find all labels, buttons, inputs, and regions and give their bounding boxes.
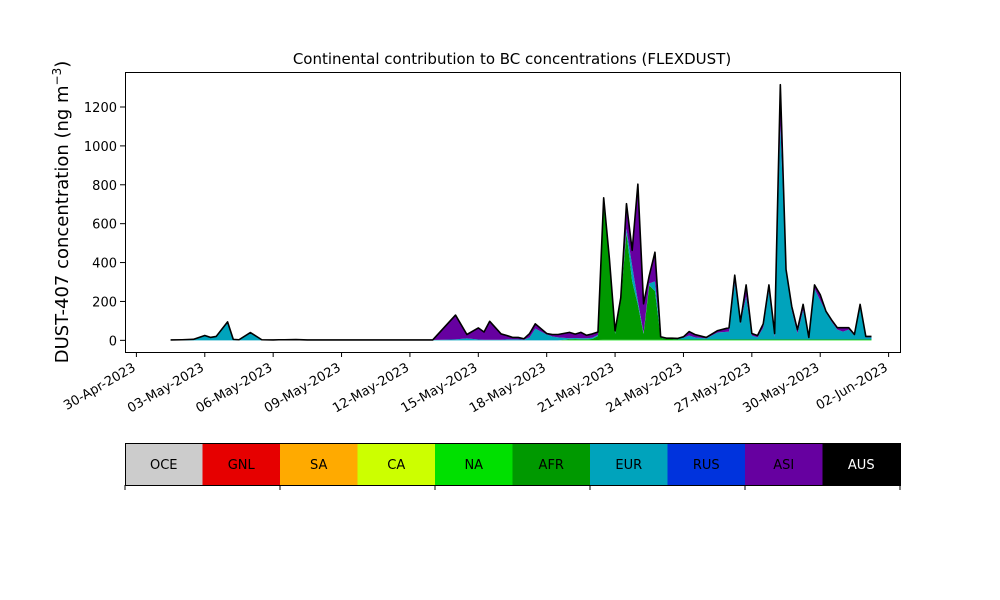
legend-label-gnl: GNL (228, 458, 256, 473)
legend-label-afr: AFR (539, 458, 564, 473)
legend-label-eur: EUR (615, 458, 642, 473)
legend-swatch-ca (357, 443, 436, 485)
plot-frame (125, 72, 901, 353)
legend-swatch-afr (512, 443, 591, 485)
legend-label-na: NA (464, 458, 483, 473)
y-tick-label: 600 (92, 218, 117, 233)
x-tick-label: 12-May-2023 (330, 360, 412, 416)
legend-swatch-eur (590, 443, 668, 485)
legend-label-ca: CA (387, 458, 405, 473)
y-tick-label: 400 (92, 257, 117, 272)
legend-label-oce: OCE (150, 458, 178, 473)
x-tick-label: 06-May-2023 (193, 360, 275, 416)
legend-label-rus: RUS (693, 458, 720, 473)
x-tick-label: 24-May-2023 (604, 360, 686, 416)
y-tick-label: 200 (92, 295, 117, 310)
area-series-eur (170, 125, 872, 341)
x-tick-label: 21-May-2023 (535, 360, 617, 416)
legend-swatch-oce (125, 443, 203, 485)
x-tick-label: 27-May-2023 (672, 360, 754, 416)
legend-swatch-aus (822, 443, 901, 485)
y-axis-label: DUST-407 concentration (ng m−3) (50, 61, 73, 364)
x-tick-label: 15-May-2023 (399, 360, 481, 416)
y-tick-label: 1200 (84, 101, 117, 116)
x-tick-label: 09-May-2023 (262, 360, 344, 416)
legend-label-asi: ASI (773, 458, 794, 473)
chart-title: Continental contribution to BC concentra… (293, 50, 731, 68)
legend-swatch-sa (280, 443, 358, 485)
legend-swatch-rus (667, 443, 746, 485)
y-tick-label: 0 (109, 334, 117, 349)
y-tick-label: 800 (92, 179, 117, 194)
legend-frame (125, 443, 901, 486)
x-tick-label: 02-Jun-2023 (814, 360, 891, 413)
total-outline-line (170, 83, 872, 341)
legend-swatch-asi (745, 443, 823, 485)
area-series-na (170, 339, 872, 341)
y-axis: 0 200 400 600 800 1000 1200 (84, 101, 125, 349)
legend-label-aus: AUS (848, 458, 875, 473)
legend-swatch-na (435, 443, 513, 485)
y-tick-label: 1000 (84, 140, 117, 155)
colorbar-legend: OCE GNL SA CA NA AFR EUR RUS ASI AUS (124, 443, 901, 490)
x-axis: 30-Apr-202303-May-202306-May-202309-May-… (61, 352, 891, 416)
legend-label-sa: SA (310, 458, 327, 473)
x-tick-label: 18-May-2023 (467, 360, 549, 416)
legend-swatch-gnl (202, 443, 281, 485)
x-tick-label: 03-May-2023 (125, 360, 207, 416)
x-tick-label: 30-May-2023 (741, 360, 823, 416)
